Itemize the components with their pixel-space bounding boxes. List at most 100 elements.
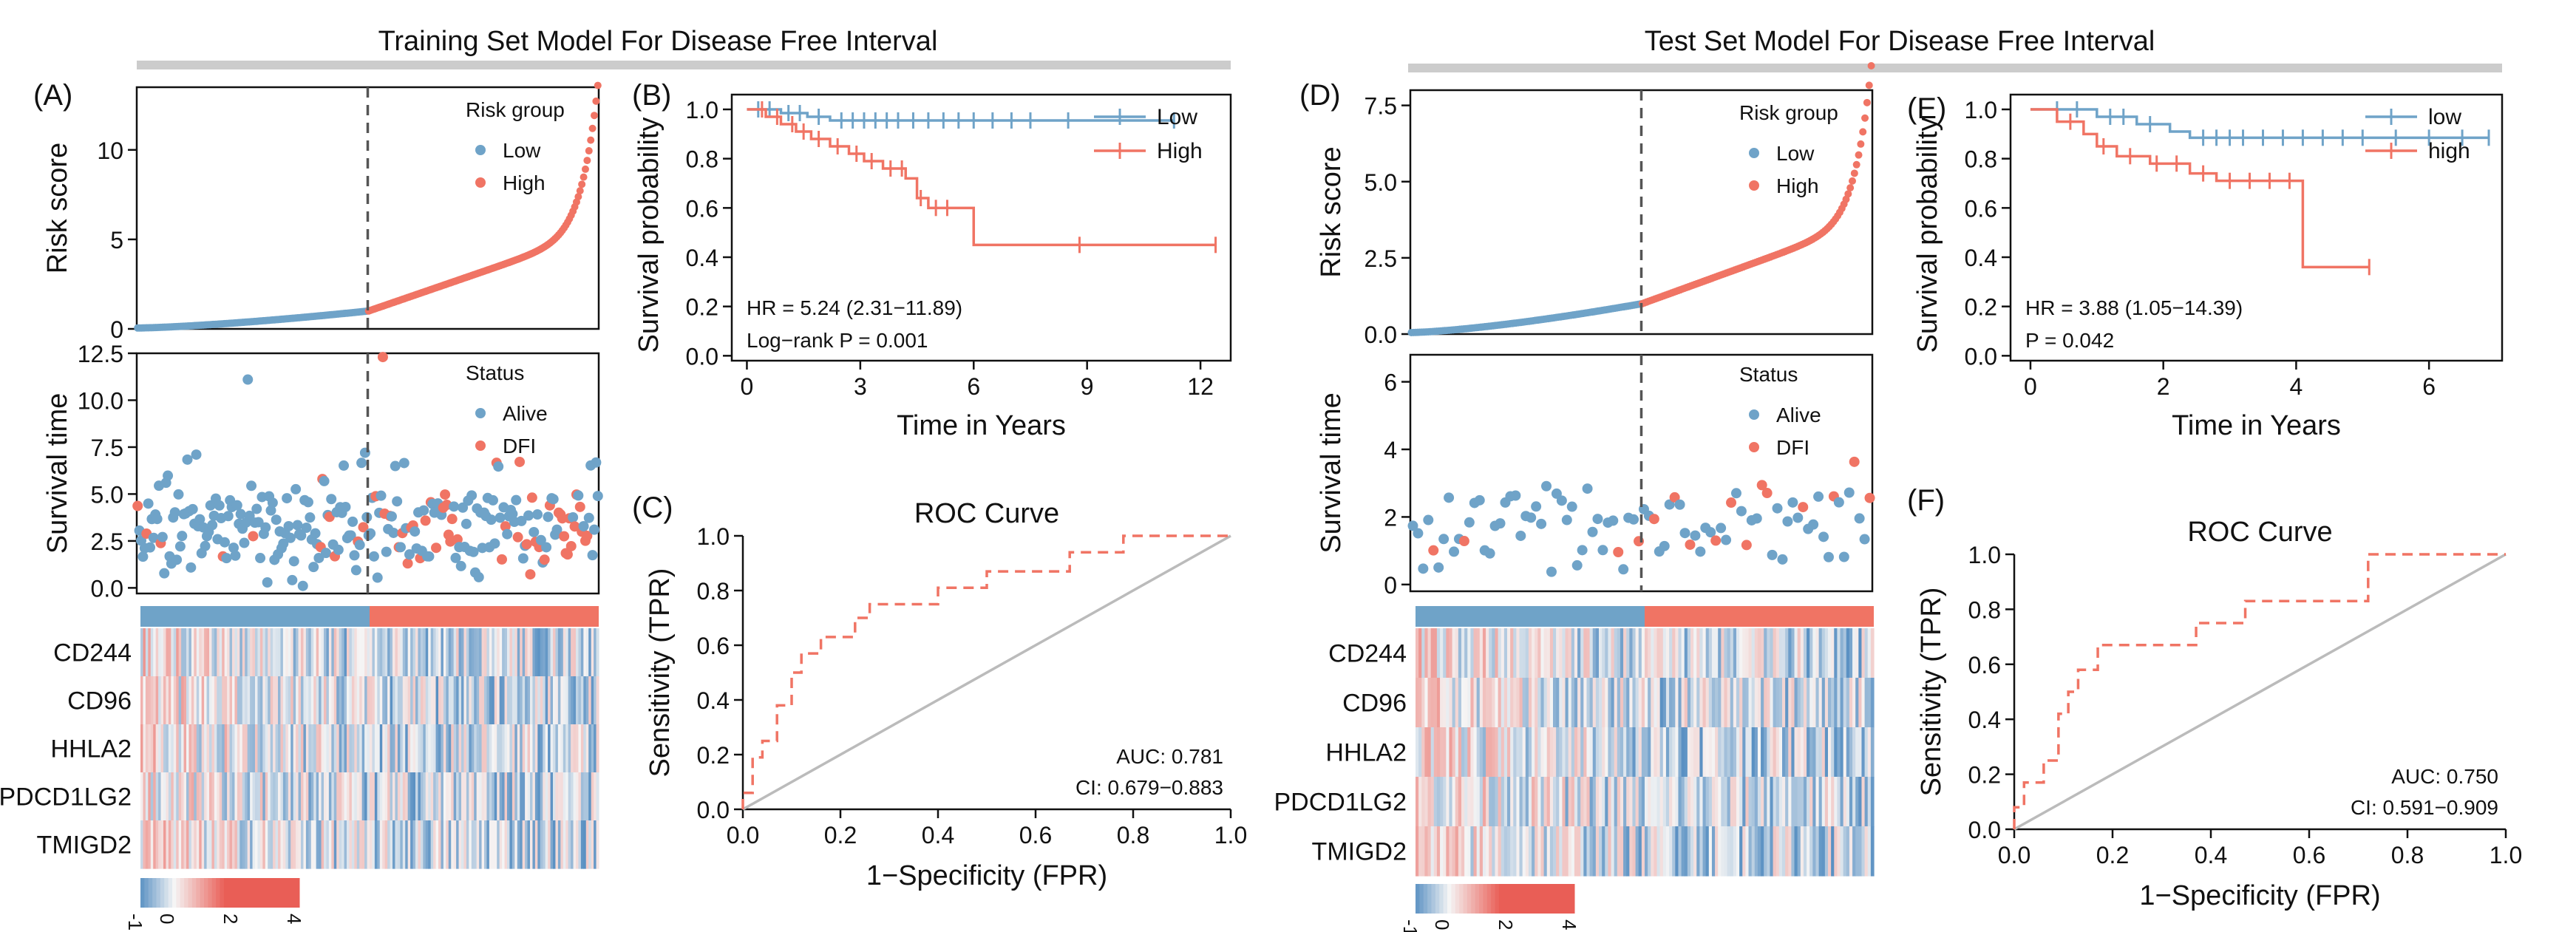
heatmap-cell <box>451 724 455 773</box>
heatmap-cell <box>321 724 324 773</box>
heatmap-cell <box>476 628 480 677</box>
heatmap-cell <box>1739 727 1743 778</box>
heatmap-cell <box>1773 678 1777 728</box>
heatmap-cell <box>481 628 485 677</box>
heatmap-cell <box>1684 727 1688 778</box>
heatmap-cell <box>550 820 554 869</box>
heatmap-cell <box>573 628 577 677</box>
heatmap-cell <box>1473 678 1478 728</box>
heatmap-cell <box>1525 727 1529 778</box>
g-B-ytick-label: 0.4 <box>686 245 718 271</box>
heatmap-cell <box>214 724 217 773</box>
heatmap-cell <box>347 628 350 677</box>
heatmap-cell <box>188 820 192 869</box>
heatmap-cell <box>1828 777 1832 827</box>
heatmap-cell <box>171 676 174 725</box>
heatmap-cell <box>1599 826 1603 877</box>
heatmap-cell <box>232 676 236 725</box>
heatmap-cell <box>1778 678 1783 728</box>
heatmap-cell <box>1821 678 1826 728</box>
heatmap-cell <box>1665 826 1670 877</box>
heatmap-cell <box>1681 678 1685 728</box>
heatmap-cell <box>1648 727 1651 778</box>
colorbar-cell <box>191 878 197 908</box>
heatmap-cell <box>1855 628 1859 678</box>
heatmap-cell <box>507 820 511 869</box>
heatmap-cell <box>1461 727 1465 778</box>
heatmap-cell <box>1577 727 1581 778</box>
heatmap-cell <box>1773 826 1777 877</box>
heatmap-cell <box>232 820 236 869</box>
heatmap-cell <box>387 772 391 821</box>
heatmap-cell <box>594 724 597 773</box>
heatmap-cell <box>199 628 203 677</box>
status-point <box>1782 516 1793 527</box>
heatmap-cell <box>377 676 381 725</box>
heatmap-cell <box>553 676 557 725</box>
heatmap-cell <box>1476 727 1481 778</box>
heatmap-cell <box>1433 727 1438 778</box>
heatmap-cell <box>1592 628 1597 678</box>
g-E-xlabel: Time in Years <box>2172 410 2341 441</box>
status-point <box>319 475 330 486</box>
heatmap-cell <box>1733 777 1737 827</box>
heatmap-cell <box>568 820 571 869</box>
heatmap-cell <box>1654 727 1658 778</box>
heatmap-cell <box>563 820 566 869</box>
heatmap-cell <box>262 676 266 725</box>
heatmap-cell <box>1489 678 1492 728</box>
heatmap-cell <box>1455 628 1459 678</box>
status-point <box>573 490 584 501</box>
g-F-xtick-label: 0.2 <box>2096 842 2129 868</box>
heatmap-cell <box>530 628 534 677</box>
heatmap-cell <box>191 724 194 773</box>
heatmap-cell <box>1751 727 1756 778</box>
status-point <box>1648 514 1659 525</box>
heatmap-cell <box>1800 777 1804 827</box>
heatmap-cell <box>354 676 358 725</box>
heatmap-cell <box>405 820 409 869</box>
heatmap-cell <box>1424 826 1429 877</box>
status-point <box>159 568 170 579</box>
heatmap-cell <box>1828 826 1832 877</box>
heatmap-cell <box>420 724 424 773</box>
heatmap-cell <box>560 676 564 725</box>
heatmap-cell <box>1528 727 1532 778</box>
heatmap-cell <box>344 724 347 773</box>
status-point <box>1571 559 1583 571</box>
heatmap-cell <box>1543 826 1548 877</box>
status-point <box>1761 488 1773 499</box>
status-point <box>1787 497 1798 508</box>
heatmap-cell <box>308 772 312 821</box>
heatmap-cell <box>1495 727 1499 778</box>
status-point <box>1464 517 1475 528</box>
status-point <box>1515 530 1526 541</box>
heatmap-cell <box>282 772 286 821</box>
heatmap-cell <box>150 628 154 677</box>
heatmap-cell <box>1846 777 1850 827</box>
heatmap-cell <box>1513 777 1517 827</box>
heatmap-cell <box>1651 678 1654 728</box>
heatmap-cell <box>367 820 370 869</box>
status-point <box>1854 513 1865 524</box>
heatmap-cell <box>214 772 217 821</box>
heatmap-cell <box>298 772 302 821</box>
heatmap-cell <box>158 772 162 821</box>
heatmap-cell <box>571 820 574 869</box>
heatmap-cell <box>438 772 442 821</box>
heatmap-cell <box>1645 777 1648 827</box>
heatmap-cell <box>217 676 220 725</box>
colorbar-cell <box>1455 884 1460 914</box>
heatmap-cell <box>382 676 386 725</box>
heatmap-cell <box>1684 678 1688 728</box>
heatmap-cell <box>265 724 268 773</box>
heatmap-cell <box>397 676 401 725</box>
heatmap-cell <box>331 724 335 773</box>
status-point <box>1628 514 1639 525</box>
risk-point <box>594 81 602 89</box>
heatmap-cell <box>270 820 273 869</box>
heatmap-cell <box>1669 727 1673 778</box>
heatmap-cell <box>1794 628 1798 678</box>
heatmap-cell <box>1812 777 1817 827</box>
heatmap-cell <box>1867 727 1872 778</box>
